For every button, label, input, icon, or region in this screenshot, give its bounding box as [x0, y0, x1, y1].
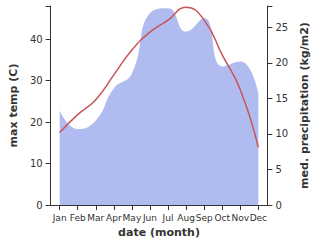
- svg-text:Nov: Nov: [231, 213, 249, 223]
- svg-text:10: 10: [275, 128, 288, 139]
- svg-text:med. precipitation (kg/m2): med. precipitation (kg/m2): [298, 22, 311, 189]
- svg-text:Jan: Jan: [52, 213, 67, 223]
- svg-text:10: 10: [30, 158, 43, 169]
- svg-text:Aug: Aug: [177, 213, 195, 223]
- svg-text:40: 40: [30, 34, 43, 45]
- svg-text:25: 25: [275, 22, 288, 33]
- svg-text:date (month): date (month): [118, 226, 200, 239]
- svg-text:15: 15: [275, 93, 288, 104]
- svg-text:0: 0: [36, 200, 42, 211]
- svg-text:30: 30: [30, 75, 43, 86]
- svg-text:Dec: Dec: [250, 213, 267, 223]
- svg-text:Mar: Mar: [87, 213, 104, 223]
- svg-text:20: 20: [30, 117, 43, 128]
- svg-text:Jun: Jun: [142, 213, 157, 223]
- svg-text:20: 20: [275, 57, 288, 68]
- svg-text:Feb: Feb: [70, 213, 86, 223]
- svg-text:0: 0: [275, 200, 281, 211]
- svg-text:5: 5: [275, 164, 281, 175]
- svg-text:Jul: Jul: [162, 213, 174, 223]
- svg-text:Oct: Oct: [214, 213, 230, 223]
- svg-text:Sep: Sep: [196, 213, 213, 223]
- svg-text:May: May: [123, 213, 142, 223]
- svg-text:max temp (C): max temp (C): [7, 64, 20, 148]
- svg-text:Apr: Apr: [106, 213, 122, 223]
